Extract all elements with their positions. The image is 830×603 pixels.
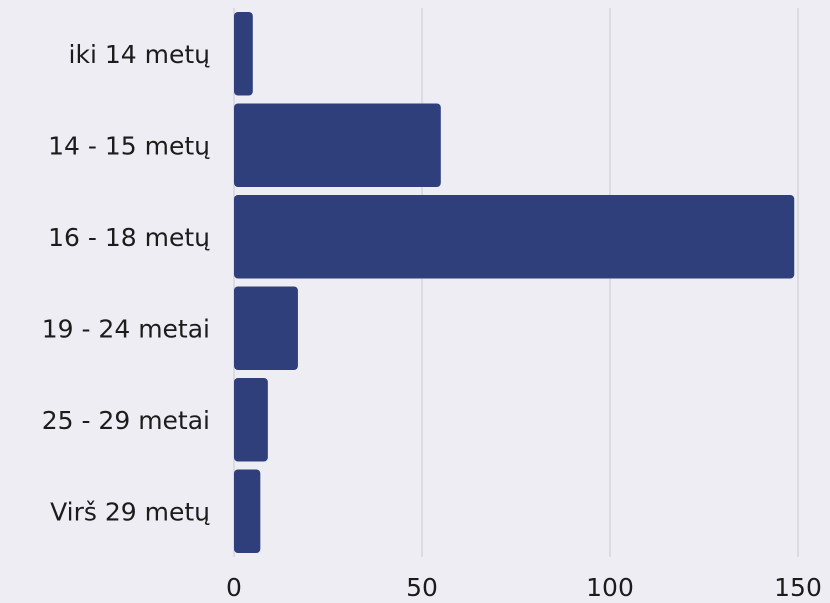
x-tick-label: 0 <box>226 573 242 602</box>
bars <box>234 12 795 553</box>
bar <box>234 378 268 462</box>
category-label: iki 14 metų <box>69 40 211 69</box>
category-labels: iki 14 metų 14 - 15 metų 16 - 18 metų 19 - … <box>42 40 210 527</box>
x-tick-label: 100 <box>586 573 634 602</box>
bar <box>234 103 441 187</box>
grid-lines <box>233 8 799 557</box>
bar <box>234 195 795 279</box>
bar <box>234 286 298 370</box>
x-tick-label: 50 <box>406 573 438 602</box>
category-label: 16 - 18 metų <box>48 223 210 252</box>
bar <box>234 12 253 96</box>
category-label: Virš 29 metų <box>50 497 210 526</box>
x-tick-labels: 0 50 100 150 <box>226 573 822 602</box>
category-label: 14 - 15 metų <box>48 131 210 160</box>
category-label: 25 - 29 metai <box>42 406 210 435</box>
x-tick-label: 150 <box>774 573 822 602</box>
bar <box>234 469 261 553</box>
category-label: 19 - 24 metai <box>42 314 210 343</box>
